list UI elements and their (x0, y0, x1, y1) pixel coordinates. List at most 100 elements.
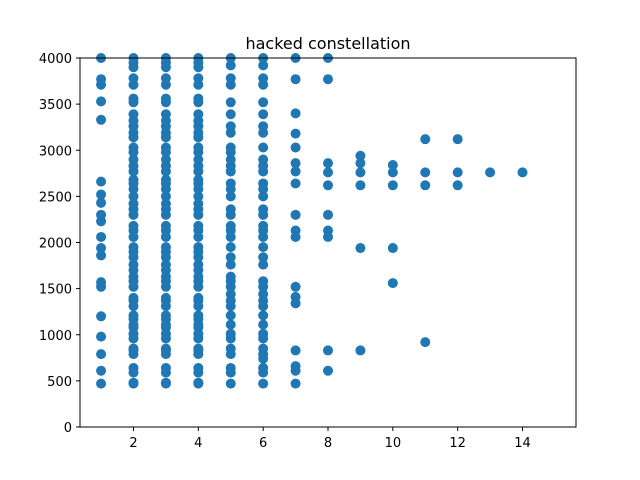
data-point (258, 60, 269, 71)
data-point (96, 349, 107, 360)
data-point (387, 243, 398, 254)
data-point (193, 242, 204, 253)
data-point (128, 93, 139, 104)
y-tick-label: 2500 (39, 190, 72, 205)
data-point (96, 250, 107, 261)
data-point (193, 362, 204, 373)
data-point (193, 142, 204, 153)
data-point (290, 108, 301, 119)
data-point (128, 292, 139, 303)
data-point (96, 189, 107, 200)
chart-title: hacked constellation (245, 34, 410, 53)
data-point (128, 362, 139, 373)
data-point (96, 231, 107, 242)
data-point (323, 180, 333, 191)
data-point (323, 74, 333, 85)
y-tick-label: 3000 (39, 144, 72, 159)
y-tick-label: 3500 (39, 98, 72, 113)
data-point (128, 259, 139, 270)
data-point (225, 343, 236, 354)
data-point (225, 328, 236, 339)
data-point (258, 154, 269, 165)
data-point (160, 343, 171, 354)
data-point (96, 114, 107, 125)
data-point (225, 271, 236, 282)
x-tick-label: 4 (194, 436, 202, 451)
data-point (258, 319, 269, 330)
data-point (355, 180, 366, 191)
data-point (387, 167, 398, 178)
data-point (160, 377, 171, 388)
data-point (290, 128, 301, 139)
data-point (323, 225, 333, 236)
data-point (452, 180, 463, 191)
data-point (193, 93, 204, 104)
data-point (193, 198, 204, 209)
data-point (290, 291, 301, 302)
data-point (225, 378, 236, 389)
data-point (128, 377, 139, 388)
data-point (225, 319, 236, 330)
data-point (160, 259, 171, 270)
data-point (193, 154, 204, 165)
data-point (225, 204, 236, 215)
data-point (96, 331, 107, 342)
data-point (258, 378, 269, 389)
data-point (160, 191, 171, 202)
data-point (420, 134, 431, 145)
data-point (193, 377, 204, 388)
data-point (128, 198, 139, 209)
data-point (128, 343, 139, 354)
data-point (225, 121, 236, 132)
data-point (258, 220, 269, 231)
data-point (225, 310, 236, 321)
x-tick-label: 10 (385, 436, 402, 451)
data-point (128, 191, 139, 202)
data-point (355, 150, 366, 161)
data-point (193, 191, 204, 202)
data-point (387, 160, 398, 171)
data-point (128, 310, 139, 321)
data-point (160, 154, 171, 165)
data-point (355, 167, 366, 178)
data-point (387, 180, 398, 191)
data-point (160, 174, 171, 185)
data-point (96, 176, 107, 187)
data-point (323, 345, 333, 356)
x-tick-label: 8 (324, 436, 332, 451)
data-point (193, 220, 204, 231)
x-tick-label: 12 (449, 436, 466, 451)
data-point (225, 242, 236, 253)
data-point (258, 310, 269, 321)
data-point (258, 97, 269, 108)
data-point (290, 158, 301, 169)
data-point (355, 243, 366, 254)
data-point (258, 178, 269, 189)
data-point (323, 365, 333, 376)
data-point (290, 225, 301, 236)
data-point (290, 345, 301, 356)
data-point (420, 180, 431, 191)
data-point (517, 167, 528, 178)
data-points (96, 53, 528, 389)
data-point (128, 220, 139, 231)
data-point (258, 289, 269, 300)
y-tick-label: 2000 (39, 237, 72, 252)
data-point (193, 109, 204, 120)
data-point (323, 158, 333, 169)
y-tick-label: 0 (64, 421, 72, 436)
data-point (128, 109, 139, 120)
data-point (160, 198, 171, 209)
data-point (96, 311, 107, 322)
data-point (225, 154, 236, 165)
data-point (258, 73, 269, 84)
data-point (160, 292, 171, 303)
data-point (323, 209, 333, 220)
data-point (225, 252, 236, 263)
data-point (193, 292, 204, 303)
data-point (225, 60, 236, 71)
data-point (290, 361, 301, 372)
data-point (258, 142, 269, 153)
data-point (160, 109, 171, 120)
